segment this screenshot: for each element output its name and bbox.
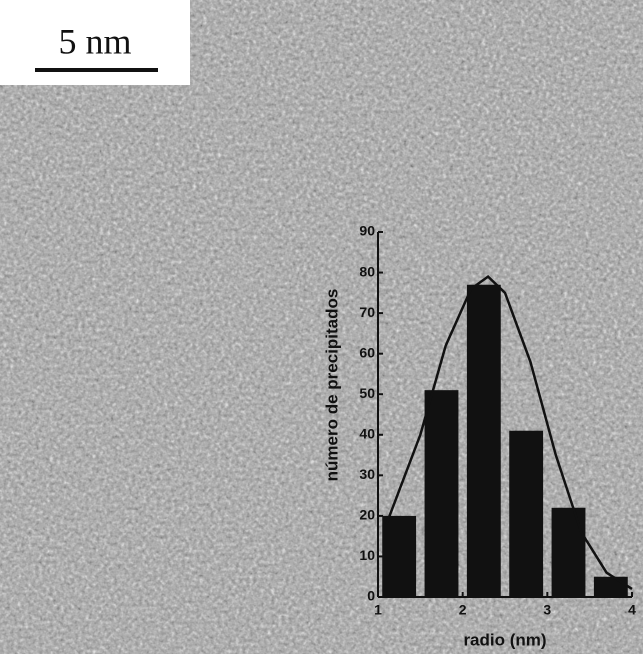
y-tick-label: 90 xyxy=(359,223,375,239)
bar xyxy=(594,577,628,597)
x-tick-label: 4 xyxy=(628,602,636,618)
y-tick-label: 30 xyxy=(359,466,375,482)
y-tick-label: 10 xyxy=(359,547,375,563)
y-axis-label: número de precipitados xyxy=(322,289,341,482)
bar xyxy=(552,508,586,597)
x-tick-label: 2 xyxy=(459,602,467,618)
y-tick-label: 60 xyxy=(359,344,375,360)
micrograph: 5 nm número de precipitados radio (nm) 0… xyxy=(0,0,643,654)
bar xyxy=(509,431,543,597)
bar xyxy=(467,285,501,597)
page: 5 nm número de precipitados radio (nm) 0… xyxy=(0,0,643,654)
y-tick-label: 40 xyxy=(359,425,375,441)
y-tick-label: 70 xyxy=(359,304,375,320)
x-tick-label: 3 xyxy=(543,602,551,618)
x-axis-label: radio (nm) xyxy=(463,630,546,649)
y-tick-label: 20 xyxy=(359,507,375,523)
y-tick-label: 80 xyxy=(359,263,375,279)
y-tick-label: 50 xyxy=(359,385,375,401)
scale-label: 5 nm xyxy=(58,21,131,61)
x-tick-label: 1 xyxy=(374,602,382,618)
bar xyxy=(382,516,416,597)
bar xyxy=(425,390,459,597)
